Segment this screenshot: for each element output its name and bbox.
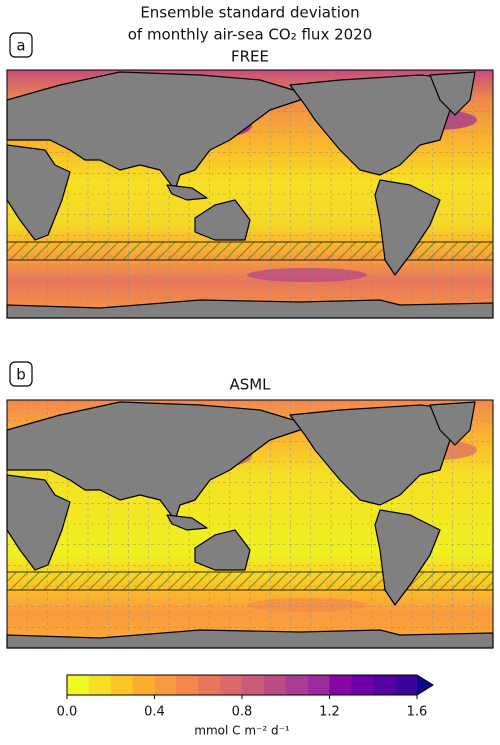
title-line: of monthly air-sea CO₂ flux 2020	[128, 26, 373, 44]
map-frame	[6, 399, 494, 649]
colorbar-bin	[67, 675, 90, 695]
colorbar-bin	[110, 675, 133, 695]
colorbar-tick-label: 0.0	[57, 705, 78, 720]
colorbar-bin	[263, 675, 287, 695]
hotspot	[247, 268, 367, 282]
map	[6, 399, 494, 649]
colorbar-bin	[351, 675, 374, 695]
panel-label-box	[9, 32, 33, 58]
title-line: Ensemble standard deviation	[140, 4, 359, 22]
colorbar-tick-label: 1.6	[407, 705, 428, 720]
map-frame	[6, 69, 494, 319]
panel-title: FREE	[231, 48, 269, 66]
panel-label-box	[9, 361, 33, 387]
colorbar-tick-label: 1.2	[319, 705, 340, 720]
colorbar-bin	[242, 675, 265, 695]
colorbar-tick-label: 0.4	[144, 705, 165, 720]
colorbar-bin	[307, 675, 330, 695]
panel-label: a	[16, 37, 25, 55]
colorbar-bin	[198, 675, 221, 695]
colorbar-bin	[395, 675, 418, 695]
colorbar-tick-label: 0.8	[232, 705, 253, 720]
colorbar-bin	[285, 675, 308, 695]
colorbar-bin	[132, 675, 155, 695]
colorbar-label: mmol C m⁻² d⁻¹	[194, 724, 290, 738]
colorbar-frame	[66, 674, 434, 696]
hotspot	[247, 598, 367, 612]
colorbar-bin	[220, 675, 243, 695]
colorbar-bin	[88, 675, 112, 695]
colorbar-bin	[329, 675, 352, 695]
colorbar-bin	[154, 675, 177, 695]
map	[6, 69, 494, 319]
colorbar-bin	[176, 675, 199, 695]
panel-label: b	[16, 366, 26, 384]
panel-title: ASML	[229, 376, 271, 394]
colorbar-extend	[417, 675, 433, 695]
colorbar-bin	[373, 675, 396, 695]
